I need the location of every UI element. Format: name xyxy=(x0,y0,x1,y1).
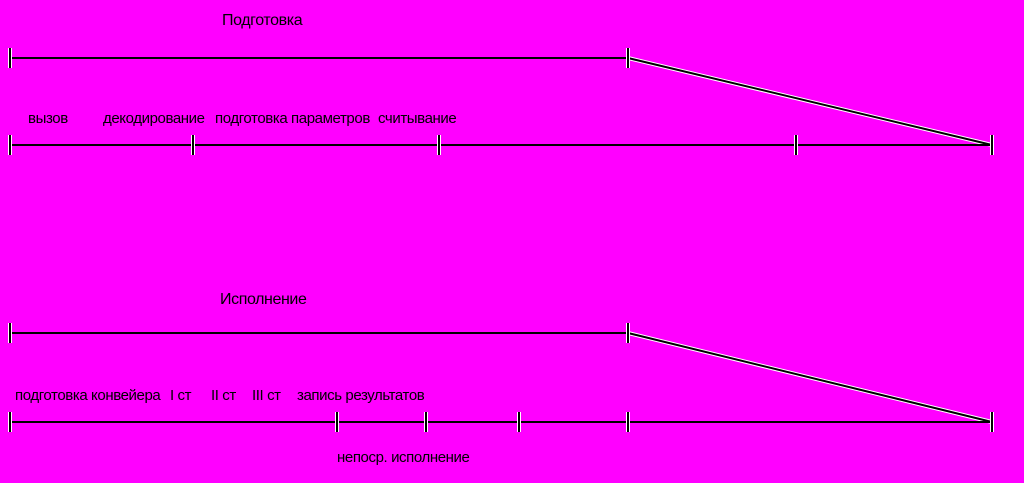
segment-label-write-results: запись результатов xyxy=(297,387,425,404)
segment-label-stage-3: III ст xyxy=(252,387,281,404)
section-title-preparation: Подготовка xyxy=(222,12,303,29)
segment-label-reading: считывание xyxy=(378,110,457,127)
segment-label-decoding: декодирование xyxy=(103,110,205,127)
sub-label-direct-execution: непоср. исполнение xyxy=(337,449,470,466)
segment-label-stage-2: II ст xyxy=(211,387,236,404)
section-title-execution: Исполнение xyxy=(220,291,307,308)
segment-label-stage-1: I ст xyxy=(170,387,192,404)
segment-label-parameter-preparation: подготовка параметров xyxy=(215,110,370,127)
segment-label-pipeline-preparation: подготовка конвейера xyxy=(15,387,161,404)
segment-label-call: вызов xyxy=(28,110,68,127)
